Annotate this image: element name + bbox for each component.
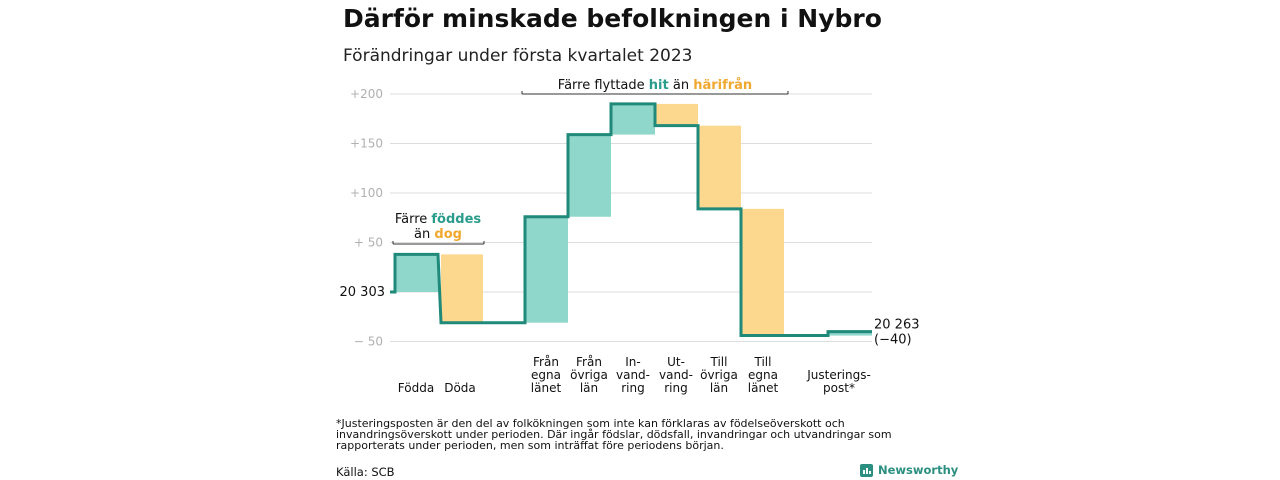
baseline-label: 20 303	[340, 285, 386, 300]
y-tick-label: +200	[350, 87, 383, 101]
annotation-text: än	[669, 78, 693, 93]
waterfall-bar	[395, 254, 438, 292]
waterfall-bar	[698, 125, 741, 209]
category-label: vand-	[659, 368, 693, 382]
bar-layer	[395, 103, 872, 336]
category-label: län	[710, 381, 728, 395]
category-label: Justerings-	[806, 368, 871, 382]
source-label: Källa: SCB	[336, 465, 395, 479]
category-label: Till	[710, 355, 728, 369]
category-label: Från	[533, 355, 559, 369]
waterfall-bar	[441, 254, 483, 323]
waterfall-bar	[568, 134, 611, 217]
y-tick-label: + 50	[354, 236, 383, 250]
y-tick-label: +150	[350, 137, 383, 151]
waterfall-bar	[525, 216, 568, 323]
end-change-label: (−40)	[874, 333, 912, 348]
category-label: övriga	[700, 368, 738, 382]
y-tick-label: +100	[350, 186, 383, 200]
annotation-orange-word: härifrån	[693, 78, 752, 93]
annotation-teal-word: hit	[649, 78, 669, 93]
brand-logo: Newsworthy	[860, 463, 958, 477]
chart-title: Därför minskade befolkningen i Nybro	[343, 4, 882, 33]
waterfall-bar	[611, 103, 655, 135]
annotation-text: Färre flyttade	[558, 78, 649, 93]
annotation-births-line2: än dog	[414, 227, 462, 242]
step-line-layer	[390, 102, 872, 338]
category-label: ring	[664, 381, 688, 395]
category-label: Ut-	[667, 355, 685, 369]
end-value-label: 20 263	[874, 318, 920, 333]
category-label: Döda	[444, 381, 476, 395]
annotation-text: Färre	[395, 212, 432, 227]
annotation-orange-word: dog	[434, 227, 462, 242]
waterfall-bar	[828, 331, 872, 336]
annotation-migration: Färre flyttade hit än härifrån	[558, 78, 752, 93]
waterfall-bar	[741, 208, 784, 336]
newsworthy-logo-icon	[860, 463, 873, 477]
category-label: ring	[621, 381, 645, 395]
category-label: Födda	[398, 381, 434, 395]
annotation-births-line1: Färre föddes	[395, 212, 482, 227]
category-label: In-	[625, 355, 640, 369]
category-label: vand-	[616, 368, 650, 382]
annotation-text: än	[414, 227, 434, 242]
brand-name: Newsworthy	[878, 463, 959, 477]
running-total-line	[390, 102, 872, 338]
category-label: post*	[823, 381, 855, 395]
waterfall-bar	[655, 103, 698, 126]
chart-subtitle: Förändringar under första kvartalet 2023	[343, 46, 693, 66]
category-label: län	[580, 381, 598, 395]
category-label: länet	[531, 381, 562, 395]
annotation-teal-word: föddes	[431, 212, 481, 227]
category-label: övriga	[570, 368, 608, 382]
y-tick-label: − 50	[354, 335, 383, 349]
category-label: Från	[576, 355, 602, 369]
category-label: egna	[748, 368, 778, 382]
footnote: *Justeringsposten är den del av folkökni…	[336, 417, 892, 452]
category-label: Till	[754, 355, 772, 369]
category-label: egna	[531, 368, 561, 382]
category-label: länet	[748, 381, 779, 395]
